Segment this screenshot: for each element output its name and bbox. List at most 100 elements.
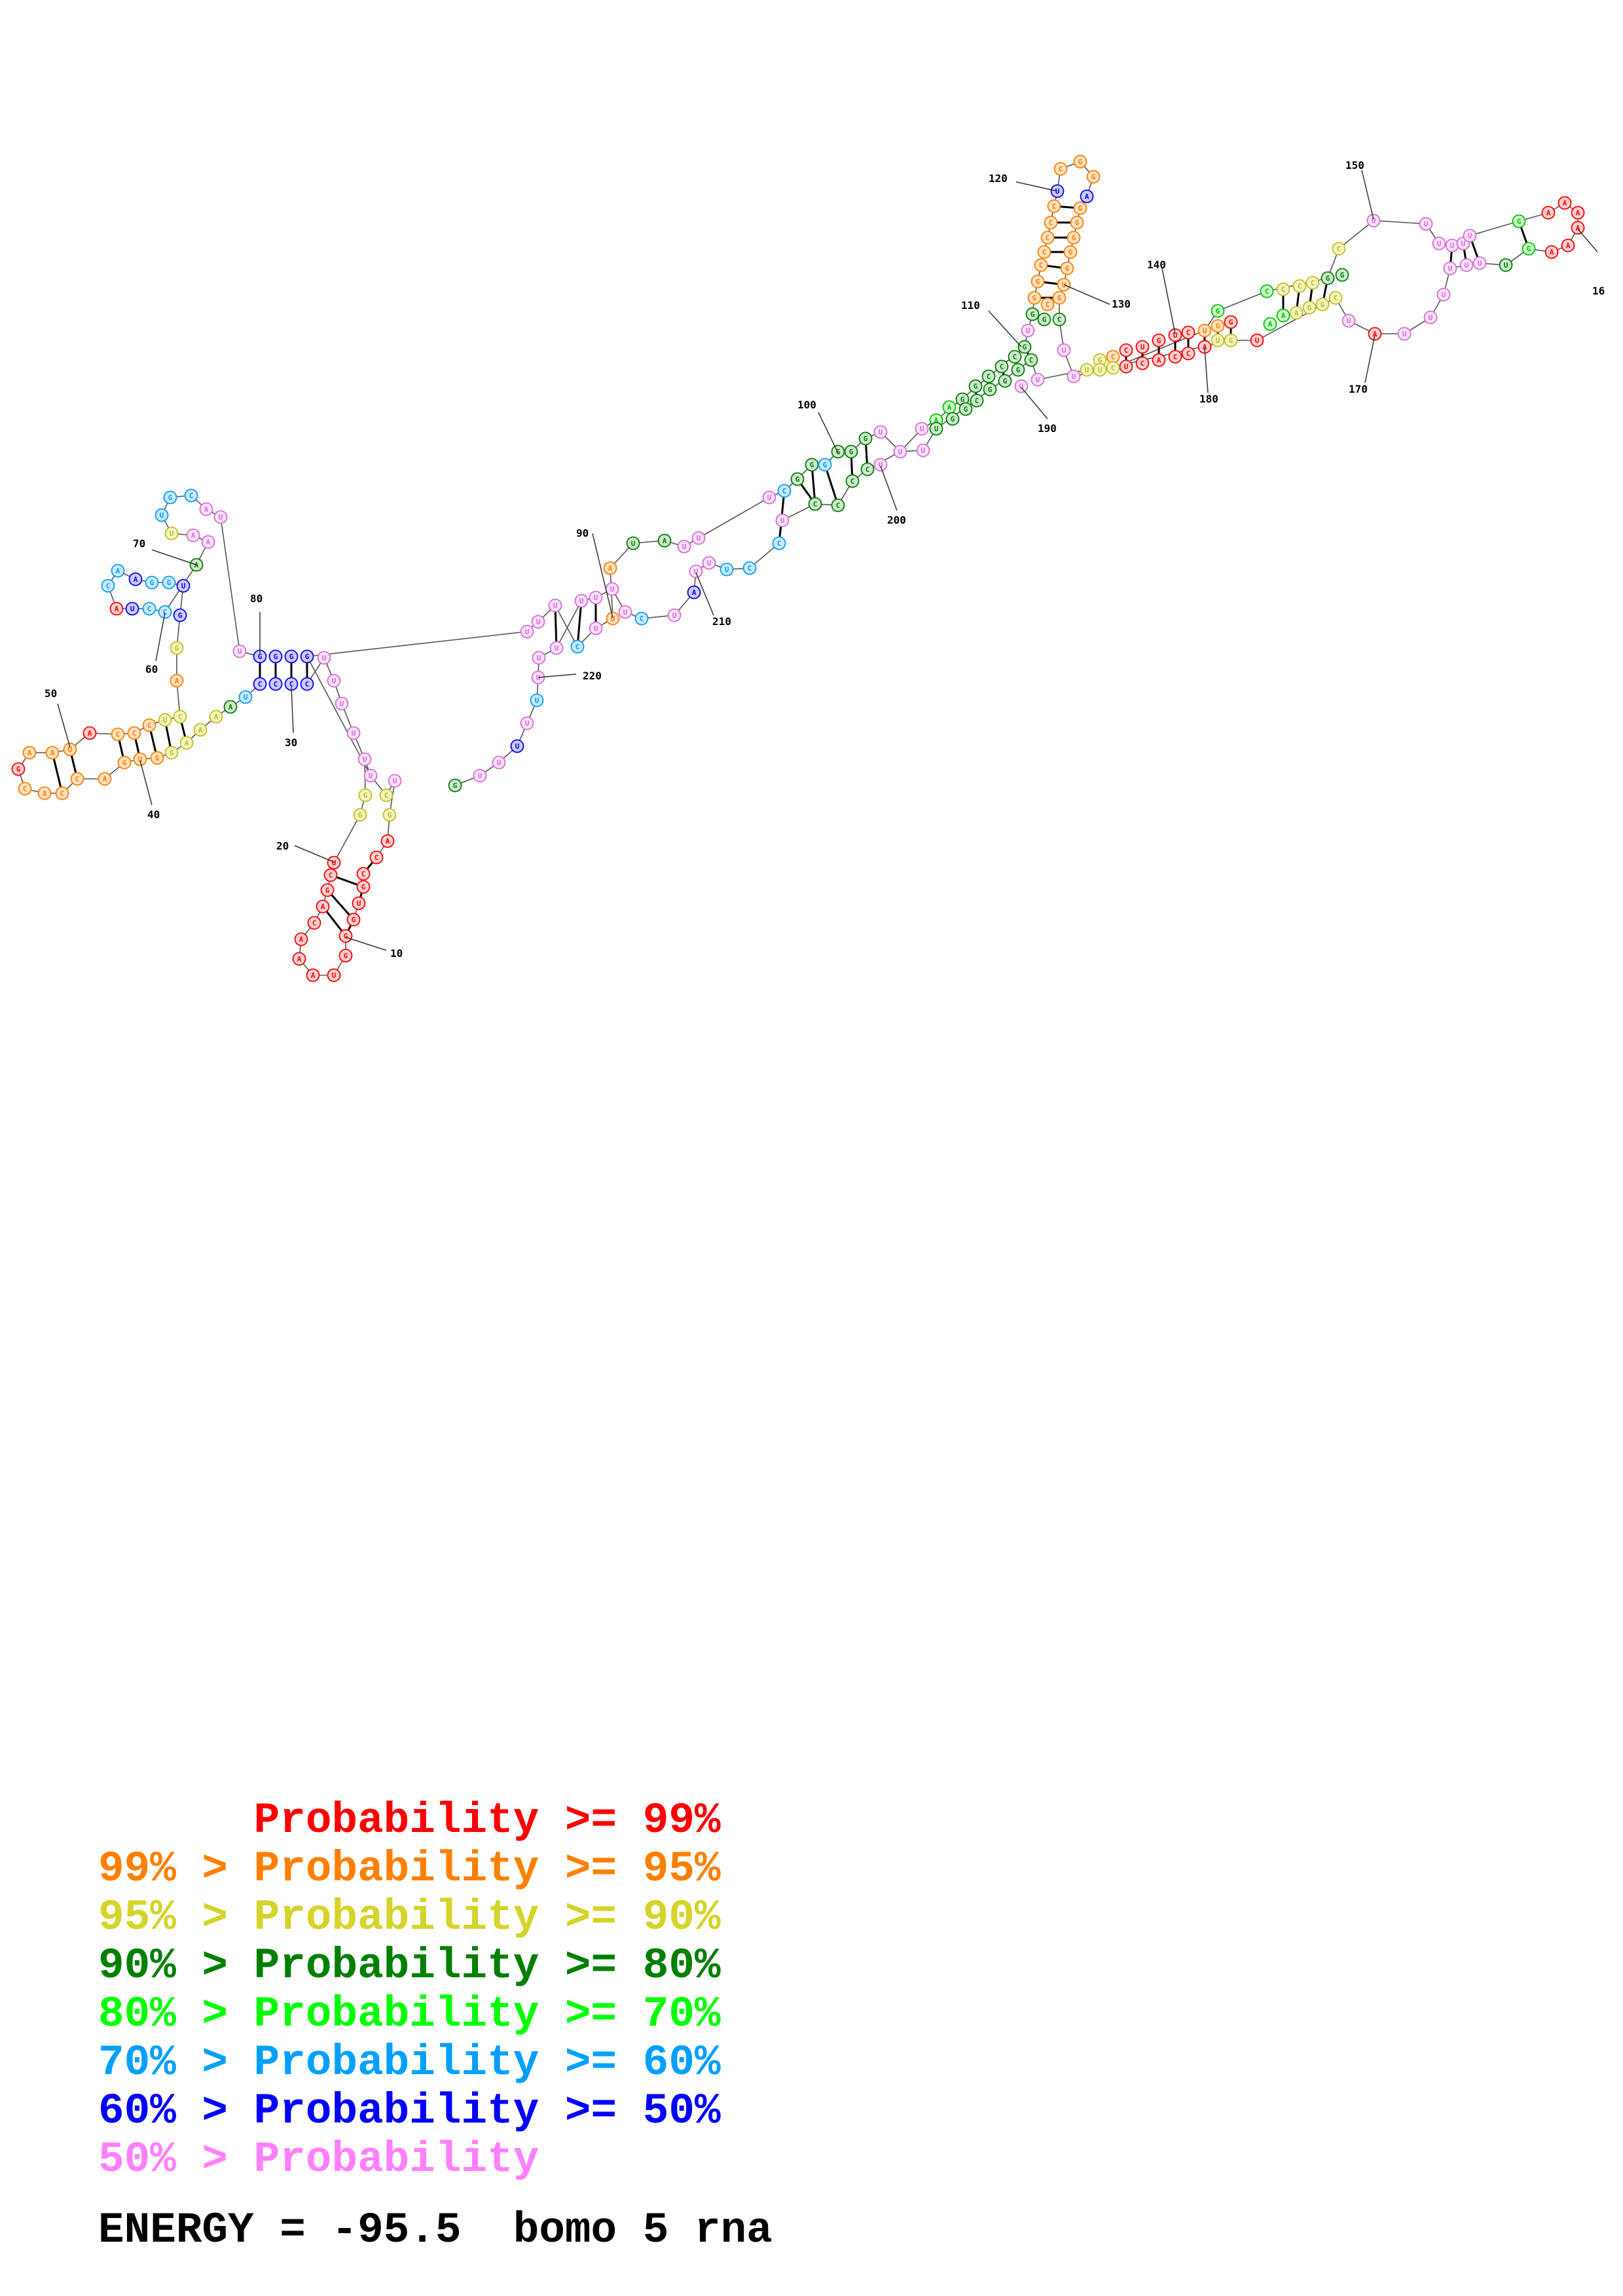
svg-text:G: G [1527,245,1531,253]
nucleotide: G [968,379,983,393]
svg-text:G: G [1030,310,1035,319]
nucleotide: A [1368,327,1382,341]
svg-text:U: U [934,425,939,433]
svg-text:C: C [1046,300,1050,309]
svg-text:A: A [692,588,697,597]
position-label: 180 [1199,393,1218,405]
nucleotide: U [63,742,77,757]
nucleotide: C [70,772,84,786]
nucleotide: G [1063,245,1078,259]
nucleotide: C [268,677,283,691]
nucleotide: U [775,513,790,528]
nucleotide: G [1027,291,1042,305]
nucleotide: U [213,510,228,524]
legend-row-90: 95% > Probability >= 90% [98,1893,721,1942]
svg-text:C: C [163,608,168,617]
svg-text:G: G [960,395,965,404]
svg-text:G: G [988,386,993,394]
svg-text:G: G [1517,217,1522,226]
nucleotide: C [1135,356,1150,370]
position-leader-line [592,533,613,619]
nucleotide: U [327,968,341,982]
svg-text:A: A [185,739,189,747]
svg-text:G: G [1023,343,1027,351]
nucleotide: A [687,585,701,600]
svg-text:U: U [1098,366,1103,374]
svg-text:G: G [964,405,968,414]
svg-text:A: A [88,729,92,738]
position-leader-line [1364,334,1376,384]
nucleotide: U [689,564,703,579]
svg-text:G: G [388,811,392,819]
nucleotide: U [1030,372,1045,387]
legend-label: Probability >= 70% [253,1990,721,2039]
svg-text:C: C [60,789,65,798]
svg-text:A: A [228,703,233,711]
svg-text:C: C [777,539,782,548]
svg-text:U: U [1450,242,1455,250]
nucleotide: C [1292,279,1307,293]
svg-text:G: G [274,653,278,661]
svg-text:C: C [1042,248,1047,257]
position-label: 170 [1349,383,1368,395]
nucleotide: G [284,649,299,664]
svg-text:U: U [611,615,615,623]
nucleotide: U [158,713,172,727]
svg-text:U: U [1478,259,1482,268]
nucleotide: A [209,709,223,724]
base-pair-bond [51,752,64,794]
svg-text:G: G [258,653,263,661]
nucleotide: C [1040,297,1055,312]
svg-text:C: C [575,643,580,651]
nucleotide: G [1030,274,1045,289]
nucleotide: G [958,402,973,416]
base-pair-bond [824,464,839,506]
svg-text:G: G [1216,322,1220,331]
nucleotide: C [1276,282,1290,296]
nucleotide: G [1017,340,1032,354]
position-label: 100 [797,399,816,411]
legend-prefix [98,1796,254,1845]
svg-text:G: G [1326,274,1330,283]
legend-prefix: 95% > [98,1893,254,1942]
nucleotide: G [320,883,335,897]
legend-label: Probability >= 99% [253,1796,721,1845]
nucleotide: G [11,762,26,776]
svg-text:C: C [384,791,389,800]
nucleotide: G [790,472,805,486]
nucleotide: G [170,641,184,655]
svg-text:U: U [525,719,530,728]
svg-text:G: G [358,811,363,819]
nucleotide: U [155,508,169,522]
nucleotide: U [133,752,147,766]
nucleotide: C [860,462,875,476]
position-label: 60 [145,663,158,675]
nucleotide: G [1224,315,1238,329]
nucleotide: U [1080,363,1094,377]
nucleotide: U [1168,328,1182,342]
nucleotide: C [634,611,649,626]
nucleotide: U [1211,333,1225,348]
position-label: 120 [989,172,1008,185]
svg-text:G: G [1003,377,1008,386]
svg-text:U: U [767,493,772,502]
nucleotide: A [1561,238,1575,253]
svg-text:C: C [147,721,152,730]
svg-text:U: U [219,513,223,522]
nucleotide: C [1034,258,1048,272]
svg-text:G: G [1032,294,1037,302]
position-label: 20 [276,840,289,852]
svg-text:U: U [672,611,677,620]
nucleotide: U [1366,213,1381,228]
svg-text:G: G [1068,248,1073,257]
position-label: 140 [1147,259,1166,271]
nucleotide: G [448,778,462,793]
svg-text:G: G [178,611,183,620]
svg-text:G: G [150,579,155,587]
nucleotide: A [306,968,320,982]
svg-text:G: G [168,493,173,502]
nucleotide: C [184,488,198,503]
nucleotide: G [818,457,832,472]
svg-text:A: A [194,561,199,569]
nucleotide: U [1443,261,1457,276]
